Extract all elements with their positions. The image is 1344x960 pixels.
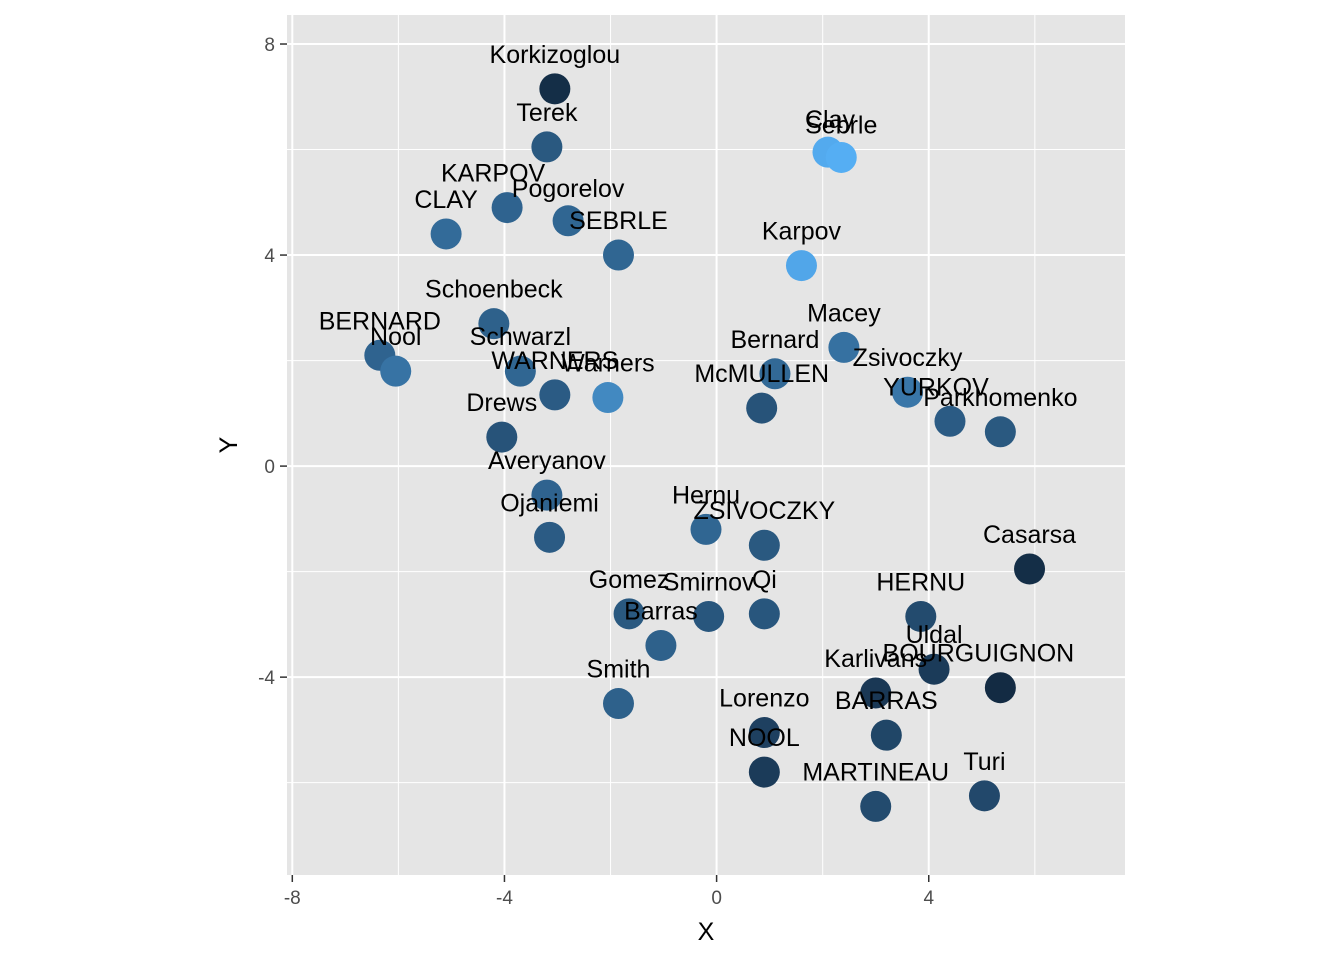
data-point [748, 717, 780, 749]
point-label: Karlivans [824, 645, 927, 673]
data-point [984, 672, 1016, 704]
data-point [531, 479, 563, 511]
data-point [690, 513, 722, 545]
data-point [934, 405, 966, 437]
point-label: Terek [516, 99, 578, 127]
point-label: BERNARD [319, 307, 441, 335]
data-point [486, 421, 518, 453]
y-axis-title: Y [215, 436, 243, 453]
y-tick-label: 4 [264, 246, 275, 267]
data-point [693, 600, 725, 632]
point-label: Zsivoczky [853, 344, 963, 372]
data-point [504, 355, 536, 387]
data-point [380, 355, 412, 387]
point-label: ZSIVOCZKY [693, 497, 835, 525]
data-point [602, 239, 634, 271]
point-label: Ojaniemi [500, 489, 599, 517]
y-tick-label: -4 [258, 668, 275, 689]
data-point [478, 308, 510, 340]
point-label: SEBRLE [569, 207, 668, 235]
point-label: Nool [370, 323, 421, 351]
data-point [860, 677, 892, 709]
data-point [552, 205, 584, 237]
data-point [602, 688, 634, 720]
data-point [870, 719, 902, 751]
data-point [592, 382, 624, 414]
x-tick-label: 0 [711, 888, 722, 909]
data-point [1014, 553, 1046, 585]
point-label: Smirnov [663, 568, 755, 596]
data-point [613, 598, 645, 630]
point-label: Qi [752, 566, 777, 594]
data-point [825, 141, 857, 173]
point-label: Drews [466, 389, 537, 417]
point-label: McMULLEN [694, 360, 829, 388]
point-label: Karpov [762, 218, 842, 246]
point-label: Bernard [730, 326, 819, 354]
point-label: BARRAS [835, 687, 938, 715]
point-label: Schwarzl [470, 323, 571, 351]
x-tick-label: -4 [496, 888, 513, 909]
point-label: Hernu [672, 481, 740, 509]
data-points [364, 73, 1046, 822]
point-label: WARNERS [491, 347, 618, 375]
point-label: MARTINEAU [802, 758, 949, 786]
point-label: Schoenbeck [425, 276, 563, 304]
data-point [430, 218, 462, 250]
data-point [918, 653, 950, 685]
point-label: HERNU [876, 568, 965, 596]
data-point [759, 358, 791, 390]
point-label: BOURGUIGNON [883, 640, 1075, 668]
data-point [968, 780, 1000, 812]
data-point [828, 331, 860, 363]
data-point [645, 629, 677, 661]
point-label: Casarsa [983, 521, 1076, 549]
x-tick-label: 4 [923, 888, 934, 909]
point-label: Uldal [906, 621, 963, 649]
data-point [531, 131, 563, 163]
y-tick-label: 0 [264, 457, 275, 478]
x-axis: -8 -4 0 4 [284, 875, 934, 909]
point-label: Warners [561, 350, 655, 378]
x-axis-title: X [698, 918, 715, 946]
plot-panel [287, 15, 1125, 875]
point-label: Smith [587, 656, 651, 684]
data-point [892, 376, 924, 408]
y-axis: -4 0 4 8 [258, 35, 287, 689]
data-point [748, 598, 780, 630]
point-label: Parkhomenko [923, 384, 1077, 412]
point-label: Barras [624, 597, 698, 625]
data-point [746, 392, 778, 424]
point-label: Averyanov [488, 447, 606, 475]
point-label: Clay [805, 106, 856, 134]
data-point [860, 790, 892, 822]
data-point [905, 600, 937, 632]
data-point [748, 756, 780, 788]
point-label: Turi [963, 748, 1005, 776]
data-point [539, 73, 571, 105]
point-label: Pogorelov [512, 175, 625, 203]
data-point [748, 529, 780, 561]
point-label: Macey [807, 299, 881, 327]
point-label: CLAY [414, 186, 478, 214]
point-label: Gomez [589, 566, 670, 594]
data-point [785, 250, 817, 282]
y-tick-label: 8 [264, 35, 275, 56]
point-label: Lorenzo [719, 685, 809, 713]
data-point [534, 521, 566, 553]
point-label: Korkizoglou [490, 41, 621, 69]
point-label: NOOL [729, 724, 800, 752]
data-point [984, 416, 1016, 448]
point-label: YURKOV [883, 373, 989, 401]
x-tick-label: -8 [284, 888, 301, 909]
point-label: Sebrle [805, 111, 877, 139]
point-label: KARPOV [441, 160, 546, 188]
data-point [539, 379, 571, 411]
data-point [491, 192, 523, 224]
